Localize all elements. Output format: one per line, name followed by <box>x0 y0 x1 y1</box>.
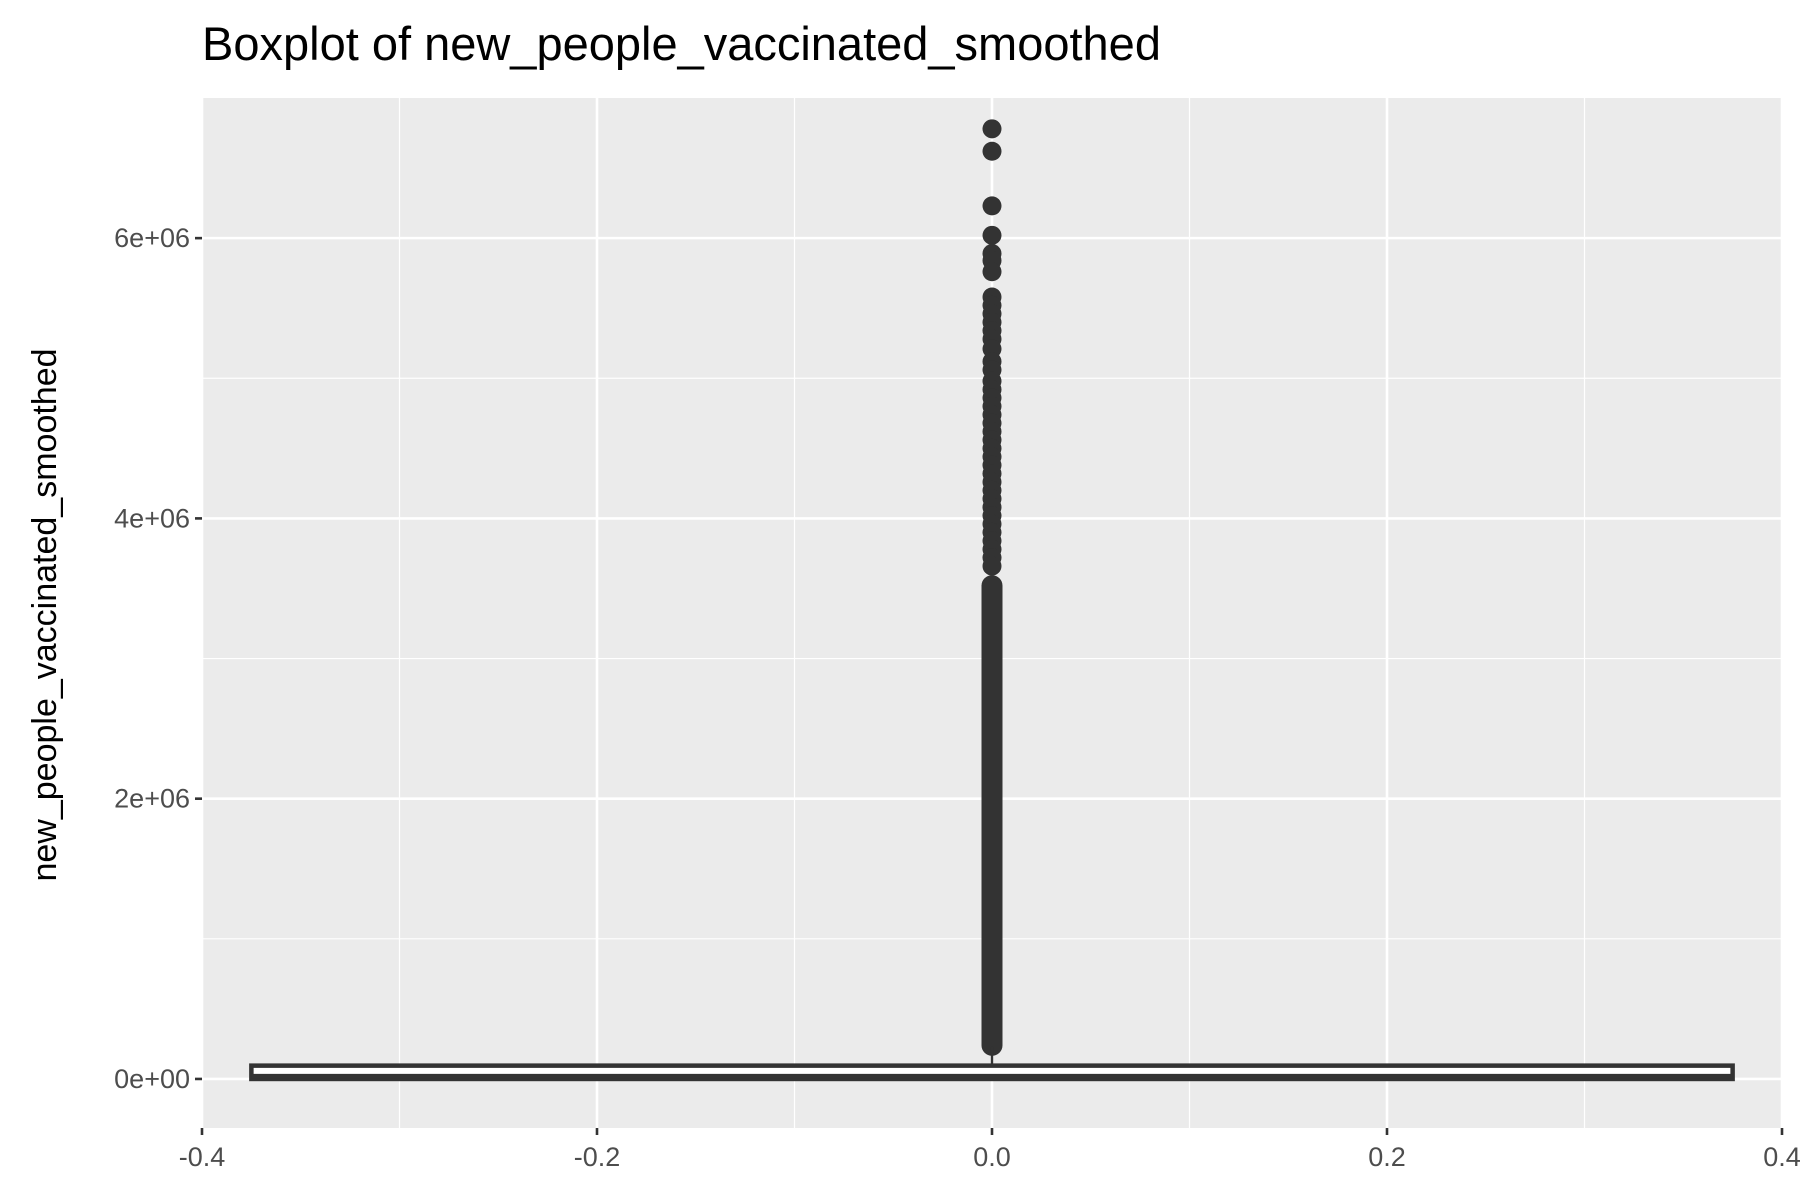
x-tick-label: -0.4 <box>179 1142 226 1172</box>
outlier-point <box>982 556 1002 576</box>
outlier-point <box>982 262 1002 282</box>
outlier-point <box>982 225 1002 245</box>
box-marks <box>249 119 1735 1082</box>
axis-ticks <box>195 236 1784 1135</box>
chart-title: Boxplot of new_people_vaccinated_smoothe… <box>202 17 1161 70</box>
x-tick-label: 0.0 <box>973 1142 1011 1172</box>
y-tick-label: 2e+06 <box>114 784 190 814</box>
x-tick-label: 0.4 <box>1763 1142 1800 1172</box>
y-tick-label: 6e+06 <box>114 223 190 253</box>
x-axis-tick-labels: -0.4 -0.2 0.0 0.2 0.4 <box>179 1142 1800 1172</box>
y-axis-title: new_people_vaccinated_smoothed <box>26 348 64 881</box>
y-tick-label: 0e+00 <box>114 1064 190 1094</box>
outlier-point <box>982 141 1002 161</box>
y-tick-label: 4e+06 <box>114 503 190 533</box>
outlier-point <box>982 196 1002 216</box>
x-tick-label: -0.2 <box>574 1142 621 1172</box>
outlier-point <box>982 119 1002 139</box>
x-tick-label: 0.2 <box>1368 1142 1406 1172</box>
y-axis-tick-labels: 0e+00 2e+06 4e+06 6e+06 <box>114 223 190 1094</box>
